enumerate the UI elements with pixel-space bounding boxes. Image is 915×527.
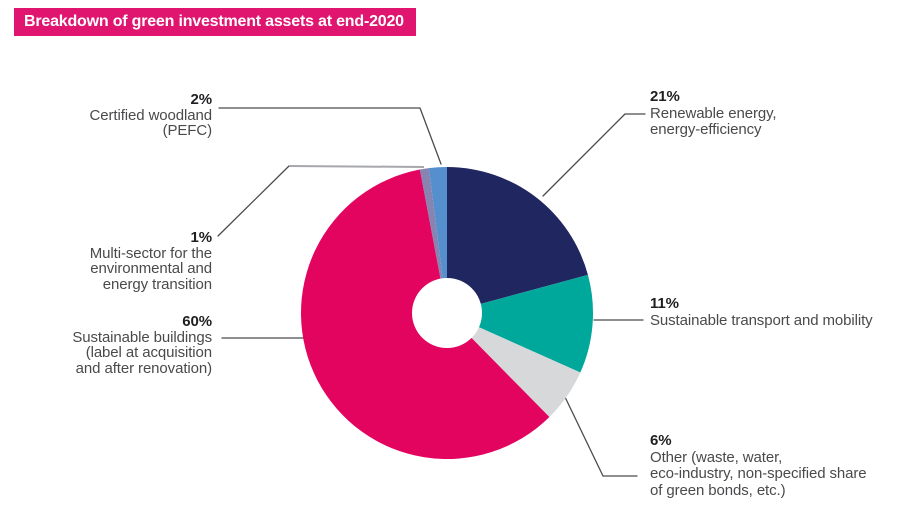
callout-multisector-label: Multi-sector for the: [89, 244, 212, 262]
callout-woodland-label: Certified woodland: [89, 106, 213, 124]
callout-renewable-label: Renewable energy,: [650, 104, 777, 122]
chart-title: Breakdown of green investment assets at …: [24, 13, 404, 30]
callout-multisector: 1% Multi-sector for the environmental an…: [20, 230, 212, 292]
callout-woodland: 2% Certified woodland (PEFC): [20, 91, 213, 139]
leader-line-multisector-diagonal: [217, 165, 290, 237]
callout-transport-label: Sustainable transport and mobility: [650, 311, 873, 329]
callout-buildings-label: Sustainable buildings: [72, 328, 212, 346]
callout-transport-pct: 11%: [650, 295, 679, 312]
pie-slices: [300, 167, 594, 460]
callout-woodland-pct: 2%: [190, 91, 213, 108]
callout-buildings: 60% Sustainable buildings (label at acqu…: [20, 314, 212, 376]
leader-line-woodland: [218, 107, 442, 165]
pie-slice-1pct: [419, 168, 447, 313]
callout-renewable-label: energy-efficiency: [650, 121, 762, 138]
callout-multisector-label: energy transition: [102, 275, 212, 293]
callout-renewable: 21% Renewable energy, energy-efficiency: [650, 88, 900, 139]
callout-multisector-pct: 1%: [190, 229, 213, 246]
callout-renewable-pct: 21%: [650, 88, 680, 105]
callout-other-label: Other (waste, water,: [650, 448, 783, 466]
pie-slice-2pct: [428, 167, 447, 313]
callout-other-label: eco-industry, non-specified share: [650, 465, 867, 482]
callout-other-label: of green bonds, etc.): [650, 481, 786, 499]
callout-transport: 11% Sustainable transport and mobility: [650, 295, 910, 329]
pie-slice-6pct: [447, 313, 581, 418]
leader-line-renewable: [542, 113, 646, 197]
pie-slice-11pct: [447, 274, 594, 373]
callout-other-pct: 6%: [650, 432, 672, 449]
leader-line-multisector-horizontal: [288, 165, 425, 168]
callout-other: 6% Other (waste, water, eco-industry, no…: [650, 432, 910, 499]
callout-buildings-label: and after renovation): [75, 359, 212, 377]
callout-buildings-label: (label at acquisition: [85, 344, 212, 361]
donut-hole: [412, 278, 482, 348]
pie-slice-21pct: [447, 167, 588, 313]
callout-multisector-label: environmental and: [90, 260, 212, 277]
chart-title-banner: Breakdown of green investment assets at …: [14, 8, 416, 36]
callout-buildings-pct: 60%: [182, 313, 212, 330]
callout-woodland-label: (PEFC): [162, 122, 213, 139]
leader-line-other: [564, 396, 638, 477]
